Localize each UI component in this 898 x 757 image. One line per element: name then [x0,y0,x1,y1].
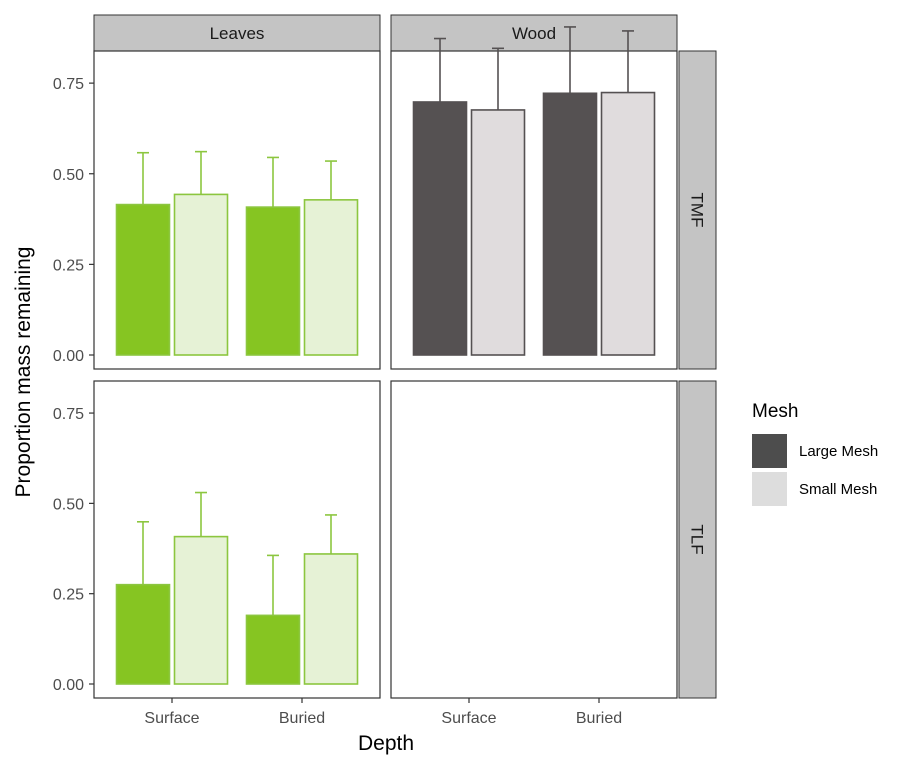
legend-key-small-mesh [752,472,787,506]
strip-leaves [93,14,381,52]
bar-large-mesh-surface [412,101,468,356]
y-tick-label: 0.25 [53,257,84,274]
y-tick-label: 0.75 [53,76,84,93]
legend: Mesh Large Mesh Small Mesh [752,401,878,506]
strip-label-leaves: Leaves [210,24,265,43]
bar-large-mesh-buried [245,614,301,685]
bar-small-mesh-buried [600,91,656,356]
panel-leaves-tmf [93,50,381,370]
bar-small-mesh-buried [303,553,359,685]
bar-large-mesh-surface [115,583,171,685]
legend-key-large-mesh [752,434,787,468]
bar-large-mesh-buried [542,92,598,356]
x-axis: Surface Buried Surface Buried [144,698,622,727]
legend-label-large-mesh: Large Mesh [799,443,878,460]
strip-tlf [678,380,717,699]
y-tick-label: 0.50 [53,496,84,513]
strip-tmf [678,50,717,370]
panel-wood-tlf [390,380,678,699]
y-tick-label: 0.75 [53,406,84,423]
legend-title: Mesh [752,401,798,422]
panel-border [390,380,678,699]
strip-label-tmf: TMF [688,193,707,228]
panel-leaves-tlf [93,380,381,699]
y-tick-label: 0.00 [53,677,84,694]
x-axis-title: Depth [358,732,414,755]
bar-small-mesh-surface [173,535,229,685]
legend-label-small-mesh: Small Mesh [799,481,877,498]
y-tick-label: 0.25 [53,587,84,604]
x-tick-label-surface: Surface [144,710,199,727]
x-tick-label-surface: Surface [441,710,496,727]
y-tick-label: 0.50 [53,167,84,184]
facet-strips: Leaves Wood TMF TLF [93,14,717,699]
strip-label-tlf: TLF [688,524,707,554]
bar-small-mesh-surface [470,109,526,356]
strip-label-wood: Wood [512,24,556,43]
x-tick-label-buried: Buried [279,710,325,727]
bar-small-mesh-surface [173,193,229,356]
y-axes: 0.00 0.25 0.50 0.75 0.00 0.25 0.50 0.75 [53,76,94,694]
bar-large-mesh-surface [115,203,171,356]
y-tick-label: 0.00 [53,348,84,365]
facet-panels [93,26,678,699]
bar-large-mesh-buried [245,206,301,356]
panel-wood-tmf [390,26,678,370]
bar-small-mesh-buried [303,199,359,356]
x-tick-label-buried: Buried [576,710,622,727]
y-axis-title: Proportion mass remaining [12,247,35,498]
